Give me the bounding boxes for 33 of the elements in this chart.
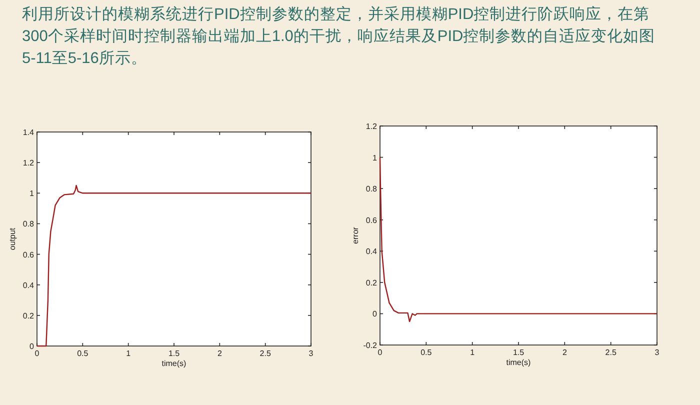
y-tick-label: 1: [372, 153, 378, 162]
x-tick-label: 1.5: [168, 349, 180, 358]
y-tick-label: 0: [30, 342, 35, 351]
x-tick-label: 2: [562, 348, 568, 357]
x-tick-label: 2.5: [605, 348, 617, 357]
x-tick-label: 0.5: [420, 348, 432, 357]
y-tick-label: 0.6: [22, 250, 35, 260]
text: 利用所设计的模糊系统进行PID控制参数的整定，并采用模糊PID控制进行阶跃响应，在第300个采样时间时控制器输出端加上1.0的干扰，响应结果及PID控制参数的自适应变化如图5-11至5-16所示。: [22, 5, 656, 69]
y-tick-label: 0.6: [366, 216, 378, 225]
x-axis-title: time(s): [162, 359, 187, 368]
y-tick-label: 0: [372, 310, 378, 319]
y-axis-title: output: [8, 227, 17, 250]
x-tick-label: 3: [308, 349, 314, 358]
y-tick-label: 1.4: [22, 128, 35, 137]
x-tick-label: 0.5: [77, 349, 89, 358]
x-tick-label: 2.5: [260, 349, 272, 358]
y-axis-title: error: [351, 226, 360, 244]
y-tick-label: 0.2: [366, 278, 378, 288]
y-tick-label: 0.8: [22, 220, 35, 229]
x-tick-label: 3: [654, 348, 660, 357]
y-tick-label: 0.4: [22, 280, 35, 290]
x-axis-title: time(s): [506, 358, 532, 367]
x-tick-label: 2: [217, 349, 222, 358]
y-tick-label: 0.8: [366, 184, 378, 194]
y-tick-label: -0.2: [363, 341, 378, 350]
y-tick-label: 1.2: [366, 122, 378, 131]
x-tick-label: 1: [470, 348, 476, 357]
y-tick-label: 1: [30, 189, 35, 198]
y-tick-label: 0.2: [22, 311, 35, 320]
x-tick-label: 1: [126, 349, 132, 358]
y-tick-label: 1.2: [22, 158, 35, 168]
x-tick-label: 1.5: [512, 348, 525, 357]
y-tick-label: 0.4: [366, 247, 378, 256]
